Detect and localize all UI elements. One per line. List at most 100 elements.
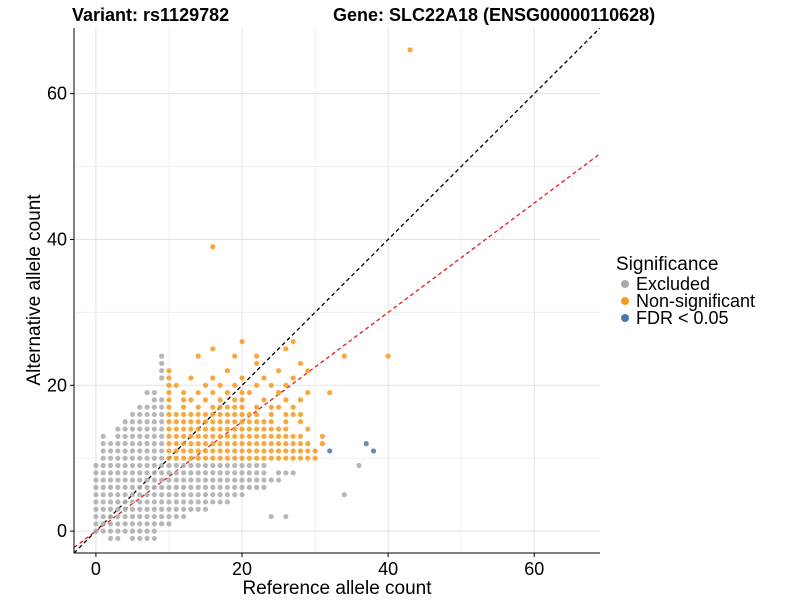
point-excluded — [129, 419, 136, 425]
point-non-significant — [246, 419, 252, 425]
point-excluded — [151, 426, 157, 432]
point-non-significant — [180, 441, 187, 447]
point-non-significant — [188, 419, 194, 425]
point-non-significant — [173, 411, 179, 418]
point-excluded — [195, 470, 201, 476]
point-non-significant — [246, 441, 252, 447]
legend-label-fdr: FDR < 0.05 — [636, 308, 729, 328]
y-tick-label: 40 — [47, 229, 67, 249]
point-non-significant — [275, 368, 282, 374]
point-excluded — [188, 462, 194, 469]
point-non-significant — [254, 441, 260, 447]
point-excluded — [210, 470, 216, 476]
point-excluded — [180, 477, 187, 483]
point-non-significant — [202, 419, 209, 425]
y-tick-label: 20 — [47, 375, 67, 395]
point-excluded — [217, 462, 223, 469]
point-excluded — [202, 484, 209, 490]
point-excluded — [137, 535, 143, 542]
point-non-significant — [268, 455, 274, 461]
x-tick-label: 40 — [378, 559, 398, 579]
point-excluded — [137, 419, 143, 425]
point-excluded — [246, 477, 252, 483]
point-non-significant — [268, 382, 274, 388]
reference-line-fit — [74, 153, 600, 549]
point-non-significant — [195, 433, 201, 439]
point-excluded — [159, 404, 165, 410]
point-non-significant — [254, 353, 260, 359]
point-non-significant — [217, 404, 223, 410]
point-non-significant — [166, 419, 172, 425]
point-non-significant — [166, 368, 172, 374]
point-excluded — [144, 389, 150, 396]
point-non-significant — [341, 353, 347, 359]
point-excluded — [100, 448, 106, 454]
point-excluded — [224, 462, 231, 469]
point-excluded — [159, 462, 165, 469]
point-excluded — [151, 484, 157, 490]
point-fdr-0-05 — [327, 448, 333, 454]
point-non-significant — [210, 433, 216, 439]
point-excluded — [129, 535, 136, 542]
point-excluded — [144, 455, 150, 461]
point-excluded — [254, 484, 260, 490]
point-excluded — [159, 470, 165, 476]
point-non-significant — [188, 375, 194, 381]
y-tick-label: 60 — [47, 84, 67, 104]
point-excluded — [144, 506, 150, 512]
point-non-significant — [275, 389, 282, 396]
point-excluded — [107, 462, 114, 469]
point-excluded — [129, 528, 136, 534]
point-excluded — [195, 462, 201, 469]
point-excluded — [151, 441, 157, 447]
point-excluded — [144, 441, 150, 447]
point-excluded — [100, 506, 106, 512]
point-excluded — [224, 470, 231, 476]
point-non-significant — [254, 411, 260, 418]
point-excluded — [107, 506, 114, 512]
point-non-significant — [224, 404, 231, 410]
point-excluded — [144, 513, 150, 520]
point-excluded — [129, 506, 136, 512]
point-excluded — [100, 484, 106, 490]
point-excluded — [202, 470, 209, 476]
point-excluded — [151, 499, 157, 505]
point-excluded — [159, 455, 165, 461]
point-non-significant — [275, 455, 282, 461]
point-non-significant — [261, 375, 267, 381]
point-excluded — [151, 404, 157, 410]
point-non-significant — [166, 389, 172, 396]
point-excluded — [129, 477, 136, 483]
point-excluded — [144, 499, 150, 505]
point-non-significant — [195, 448, 201, 454]
point-excluded — [159, 506, 165, 512]
point-non-significant — [180, 455, 187, 461]
point-excluded — [151, 397, 157, 403]
point-non-significant — [210, 404, 216, 410]
point-non-significant — [188, 411, 194, 418]
point-excluded — [144, 419, 150, 425]
point-excluded — [151, 521, 157, 527]
point-non-significant — [239, 441, 245, 447]
point-excluded — [268, 513, 274, 520]
point-excluded — [217, 499, 223, 505]
point-excluded — [356, 462, 362, 469]
point-excluded — [100, 462, 106, 469]
point-excluded — [232, 470, 238, 476]
point-non-significant — [239, 433, 245, 439]
point-non-significant — [297, 441, 304, 447]
point-non-significant — [268, 448, 274, 454]
point-excluded — [180, 470, 187, 476]
point-non-significant — [283, 397, 289, 403]
point-excluded — [93, 462, 99, 469]
point-excluded — [100, 477, 106, 483]
point-excluded — [159, 448, 165, 454]
point-excluded — [224, 499, 231, 505]
point-excluded — [261, 462, 267, 469]
point-excluded — [115, 462, 121, 469]
point-non-significant — [239, 397, 245, 403]
point-excluded — [261, 484, 267, 490]
point-non-significant — [180, 397, 187, 403]
point-excluded — [122, 484, 128, 490]
point-non-significant — [195, 411, 201, 418]
